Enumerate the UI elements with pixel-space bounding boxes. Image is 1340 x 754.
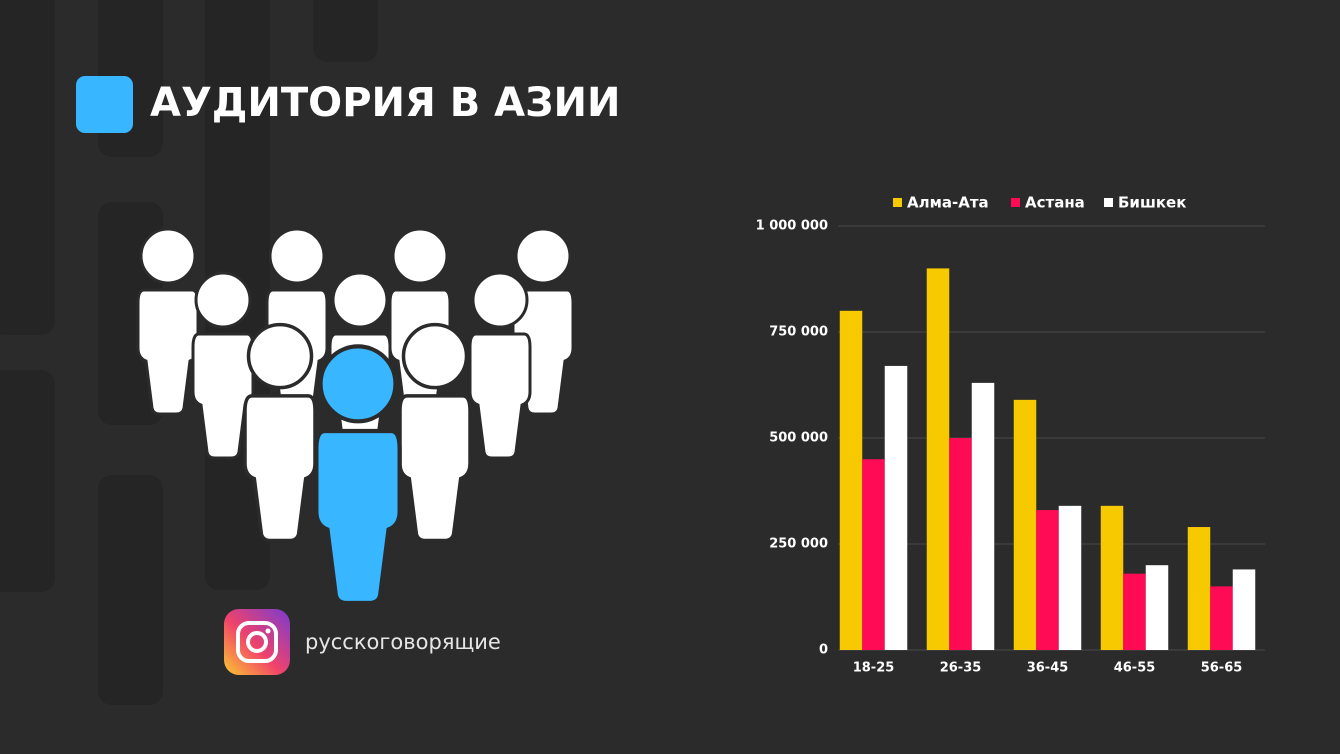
bar (862, 459, 885, 650)
slide-title: АУДИТОРИЯ В АЗИИ (150, 80, 620, 126)
legend-swatch (1104, 198, 1113, 207)
chart: 0 250 000 500 000 750 000 1 000 000 Алма-Ата А… (756, 194, 1265, 676)
bar (1210, 586, 1233, 650)
x-tick-label: 56-65 (1201, 661, 1243, 676)
x-tick-label: 36-45 (1027, 661, 1069, 676)
bar (926, 268, 950, 650)
legend-label: Алма-Ата (907, 194, 989, 212)
bar (1100, 505, 1124, 650)
bar (1145, 565, 1169, 650)
y-tick-label: 1 000 000 (756, 219, 828, 234)
bar (1036, 510, 1059, 650)
caption: русскоговорящие (305, 630, 501, 654)
bar (884, 365, 908, 650)
y-tick-label: 500 000 (769, 431, 828, 446)
instagram-icon (224, 609, 290, 675)
legend-swatch (893, 198, 902, 207)
bar (1123, 573, 1146, 650)
x-tick-label: 18-25 (853, 661, 895, 676)
y-tick-label: 0 (819, 643, 828, 658)
bar (1232, 569, 1256, 650)
x-tick-label: 46-55 (1114, 661, 1156, 676)
legend-label: Бишкек (1118, 194, 1186, 212)
y-tick-label: 750 000 (769, 325, 828, 340)
bar (1187, 527, 1211, 650)
legend-label: Астана (1025, 194, 1085, 212)
bar (1058, 505, 1082, 650)
x-tick-label: 26-35 (940, 661, 982, 676)
y-tick-label: 250 000 (769, 537, 828, 552)
bar (971, 382, 995, 650)
title-marker (76, 76, 133, 133)
legend-swatch (1011, 198, 1020, 207)
bar (839, 310, 863, 650)
bar (949, 438, 972, 650)
bar (1013, 399, 1037, 650)
